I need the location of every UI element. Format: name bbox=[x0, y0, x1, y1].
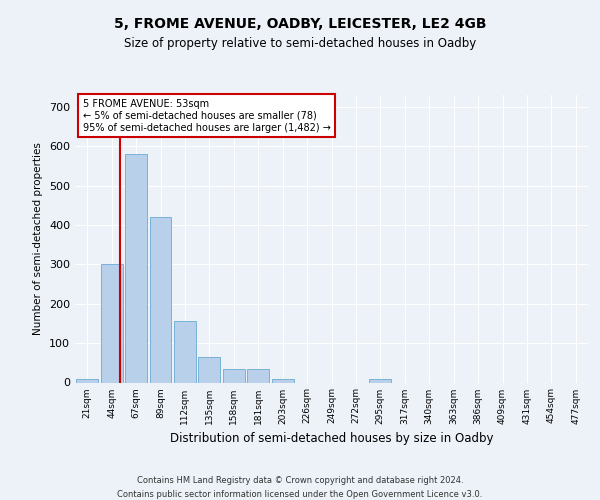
Text: 5 FROME AVENUE: 53sqm
← 5% of semi-detached houses are smaller (78)
95% of semi-: 5 FROME AVENUE: 53sqm ← 5% of semi-detac… bbox=[83, 100, 331, 132]
Text: Size of property relative to semi-detached houses in Oadby: Size of property relative to semi-detach… bbox=[124, 38, 476, 51]
X-axis label: Distribution of semi-detached houses by size in Oadby: Distribution of semi-detached houses by … bbox=[170, 432, 493, 445]
Bar bbox=[223, 368, 245, 382]
Bar bbox=[149, 217, 172, 382]
Y-axis label: Number of semi-detached properties: Number of semi-detached properties bbox=[34, 142, 43, 335]
Bar bbox=[174, 322, 196, 382]
Bar bbox=[199, 357, 220, 382]
Bar bbox=[125, 154, 147, 382]
Bar bbox=[370, 378, 391, 382]
Bar bbox=[272, 378, 293, 382]
Text: 5, FROME AVENUE, OADBY, LEICESTER, LE2 4GB: 5, FROME AVENUE, OADBY, LEICESTER, LE2 4… bbox=[114, 18, 486, 32]
Bar bbox=[101, 264, 122, 382]
Bar bbox=[247, 368, 269, 382]
Bar bbox=[76, 378, 98, 382]
Text: Contains public sector information licensed under the Open Government Licence v3: Contains public sector information licen… bbox=[118, 490, 482, 499]
Text: Contains HM Land Registry data © Crown copyright and database right 2024.: Contains HM Land Registry data © Crown c… bbox=[137, 476, 463, 485]
